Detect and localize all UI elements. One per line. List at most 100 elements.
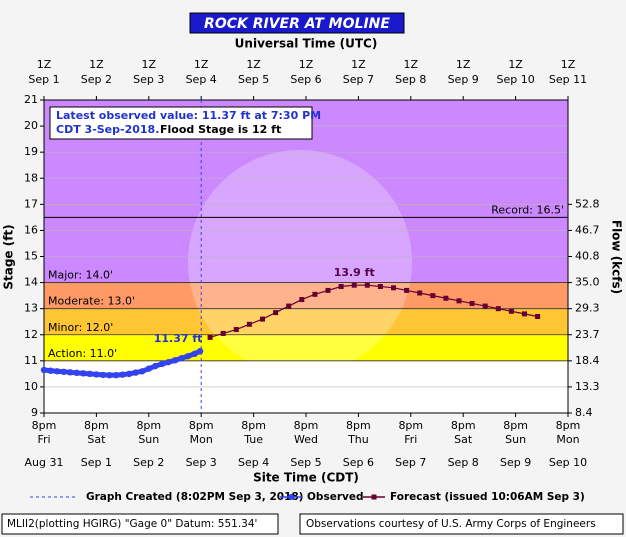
x-tick-label: 8pm [294, 419, 319, 432]
forecast-point [482, 303, 488, 309]
forecast-point [469, 300, 475, 306]
top-tick-date: Sep 10 [496, 73, 534, 86]
top-tick-date: Sep 8 [395, 73, 426, 86]
x-tick-date: Sep 9 [500, 456, 531, 469]
top-tick-date: Sep 2 [81, 73, 112, 86]
observed-point [158, 360, 166, 368]
observed-point [112, 371, 120, 379]
y2-tick-label: 13.3 [575, 380, 600, 393]
observed-point [67, 369, 74, 376]
y2-tick-label: 29.3 [575, 302, 600, 315]
y-tick-label: 14 [24, 276, 38, 289]
x-tick-date: Sep 5 [290, 456, 321, 469]
y2-tick-label: 40.8 [575, 250, 600, 263]
top-tick-date: Sep 11 [549, 73, 587, 86]
threshold-label: Action: 11.0' [48, 347, 117, 360]
forecast-point [273, 310, 279, 316]
legend-label: Observed [307, 491, 363, 503]
info-line: CDT 3-Sep-2018. [56, 123, 159, 136]
forecast-point [508, 308, 514, 314]
top-tick-label: 1Z [37, 58, 52, 71]
forecast-point [430, 293, 436, 299]
forecast-point [495, 306, 501, 312]
footer-box [1, 513, 279, 535]
forecast-point [364, 282, 370, 288]
y2-tick-label: 8.4 [575, 406, 593, 419]
forecast-point [351, 282, 357, 288]
top-tick-date: Sep 6 [290, 73, 321, 86]
y2-tick-label: 35.0 [575, 276, 600, 289]
top-tick-date: Sep 1 [28, 73, 59, 86]
flood-band [44, 334, 568, 361]
top-tick-label: 1Z [404, 58, 419, 71]
forecast-point [417, 290, 423, 296]
x-tick-label: 8pm [398, 419, 423, 432]
forecast-point [522, 311, 528, 317]
forecast-point [260, 316, 266, 322]
observed-point [73, 369, 80, 377]
observed-point [165, 358, 172, 366]
observed-point [106, 371, 113, 379]
x-tick-label: 8pm [346, 419, 371, 432]
forecast-point [299, 297, 305, 303]
y-tick-label: 12 [24, 328, 38, 341]
x-axis-title: Site Time (CDT) [253, 471, 359, 485]
footer-right: Observations courtesy of U.S. Army Corps… [306, 518, 596, 530]
observed-point [86, 370, 94, 378]
observed-point [191, 350, 198, 357]
forecast-point [338, 283, 344, 289]
info-box [49, 106, 313, 140]
top-tick-label: 1Z [456, 58, 471, 71]
x-tick-day: Sat [87, 433, 106, 446]
observed-point [184, 352, 192, 360]
forecast-point [233, 327, 239, 333]
x-tick-day: Sat [454, 433, 473, 446]
flood-band [44, 308, 568, 335]
observed-point [47, 367, 54, 374]
record-label: Record: 16.5' [491, 203, 564, 216]
y2-tick-label: 46.7 [575, 223, 600, 236]
observed-point [145, 365, 152, 372]
forecast-point [443, 295, 449, 301]
top-tick-date: Sep 5 [238, 73, 269, 86]
top-tick-label: 1Z [351, 58, 366, 71]
top-tick-date: Sep 9 [448, 73, 479, 86]
observed-point [178, 355, 185, 362]
y2-tick-label: 52.8 [575, 197, 600, 210]
info-line: Latest observed value: 11.37 ft at 7:30 … [56, 109, 321, 122]
x-tick-date: Sep 7 [395, 456, 426, 469]
x-tick-day: Mon [190, 433, 213, 446]
x-tick-day: Mon [556, 433, 579, 446]
observed-point [125, 370, 133, 378]
y-tick-label: 10 [24, 380, 38, 393]
observed-point [196, 347, 204, 355]
y-tick-label: 13 [24, 302, 38, 315]
x-tick-day: Thu [347, 433, 369, 446]
observed-point [152, 362, 159, 370]
observed-point [99, 371, 107, 379]
top-tick-label: 1Z [246, 58, 261, 71]
observed-point [53, 368, 61, 375]
x-tick-date: Sep 6 [343, 456, 374, 469]
x-tick-date: Sep 2 [133, 456, 164, 469]
y2-tick-label: 23.7 [575, 328, 600, 341]
x-tick-label: 8pm [556, 419, 581, 432]
x-tick-label: 8pm [451, 419, 476, 432]
info-line: Flood Stage is 12 ft [160, 123, 281, 136]
value-label: 11.37 ft [154, 332, 203, 345]
forecast-point [377, 283, 383, 289]
x-tick-day: Fri [37, 433, 50, 446]
y-tick-label: 9 [31, 406, 38, 419]
forecast-point [246, 321, 252, 327]
x-tick-day: Tue [243, 433, 263, 446]
y-axis-title: Stage (ft) [2, 224, 16, 289]
plot-area: 9 10 11 12 13 14 15 16 17 18 19 20 21 Action: 11.0' Mi… [24, 58, 600, 469]
x-tick-date: Sep 1 [81, 456, 112, 469]
threshold-label: Minor: 12.0' [48, 321, 113, 334]
top-tick-date: Sep 4 [186, 73, 217, 86]
x-tick-day: Fri [404, 433, 417, 446]
x-tick-label: 8pm [189, 419, 214, 432]
y-tick-label: 18 [24, 171, 38, 184]
observed-point [80, 370, 87, 377]
